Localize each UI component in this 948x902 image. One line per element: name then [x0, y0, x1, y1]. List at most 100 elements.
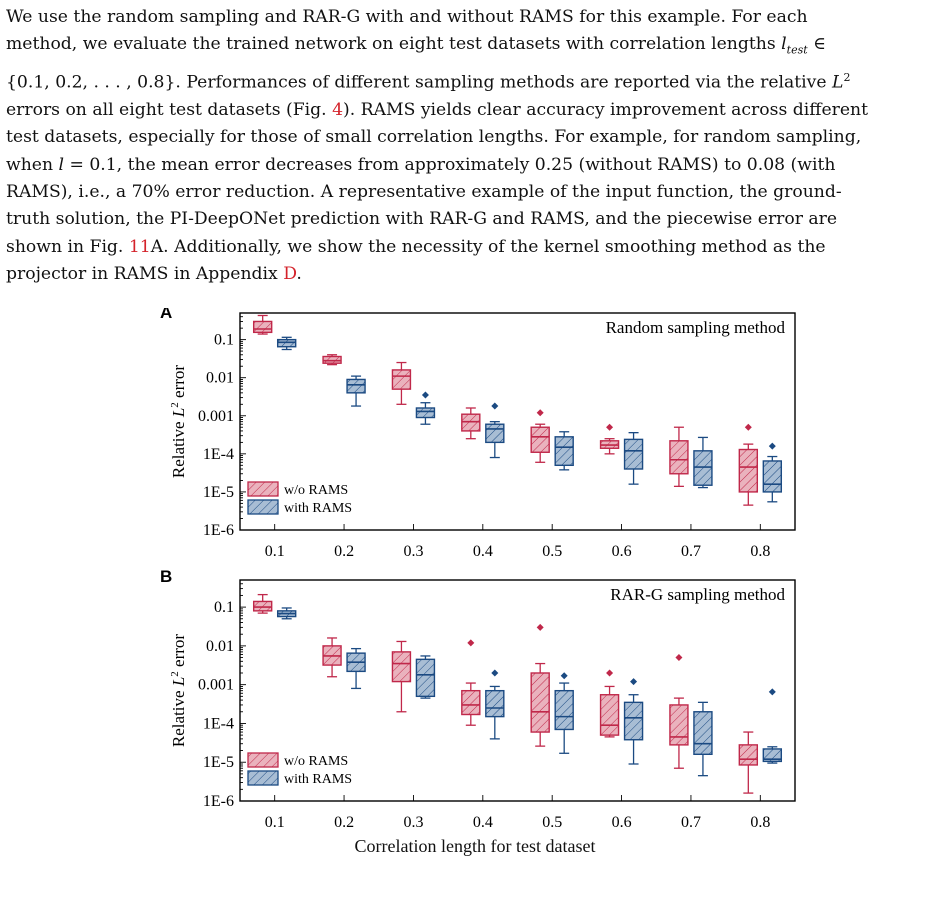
x-tick-label: 0.2	[334, 543, 354, 560]
box-wo-rams	[530, 623, 550, 747]
legend-label: w/o RAMS	[284, 483, 348, 498]
fig4-link[interactable]: 4	[332, 100, 343, 121]
y-axis-label-L: L	[169, 677, 188, 687]
appendix-d-link[interactable]: D	[283, 263, 297, 284]
box-wo-rams	[391, 361, 412, 405]
x-tick-label: 0.6	[612, 543, 632, 560]
box-iqr	[461, 413, 481, 432]
box-wo-rams	[461, 407, 481, 440]
outlier-marker	[606, 423, 614, 431]
y-axis-label-text: error	[169, 634, 188, 672]
box-iqr	[554, 436, 574, 467]
box-iqr	[762, 460, 783, 493]
box-with-rams	[276, 607, 297, 620]
box-with-rams	[762, 442, 783, 503]
fig11-link[interactable]: 11	[128, 236, 151, 257]
outlier-marker	[421, 391, 429, 399]
box-iqr	[485, 423, 505, 444]
box-iqr	[391, 369, 412, 390]
x-tick-label: 0.4	[473, 814, 493, 831]
chart-title: Random sampling method	[606, 318, 786, 337]
box-wo-rams	[599, 669, 620, 738]
legend-label: with RAMS	[284, 772, 352, 787]
y-axis-label-text: Relative	[169, 417, 188, 478]
y-tick-label: 1E-5	[203, 754, 234, 771]
box-wo-rams	[530, 409, 550, 463]
y-tick-label: 0.01	[206, 370, 234, 387]
box-with-rams	[693, 701, 713, 777]
plot-group: 0.1 0.01 0.001 1E-4 1E-5 1E-6 Relative L2 erro…	[169, 579, 796, 831]
y-axis-label: Relative L2 error	[169, 634, 188, 747]
box-iqr	[530, 672, 550, 733]
para-line: {0.1, 0.2, . . . , 0.8}. Performances of…	[6, 71, 851, 93]
outlier-marker	[768, 442, 776, 450]
para-line: RAMS), i.e., a 70% error reduction. A re…	[6, 181, 842, 202]
box-iqr	[599, 694, 620, 736]
x-axis-label: Correlation length for test dataset	[354, 836, 596, 856]
x-tick-label: 0.7	[681, 814, 701, 831]
box-iqr	[554, 689, 574, 731]
box-iqr	[669, 440, 689, 475]
y-axis-label-text: error	[169, 365, 188, 403]
outlier-marker	[560, 672, 568, 680]
plot-group: 0.1 0.01 0.001 1E-4 1E-5 1E-6 Relative L2 erro…	[169, 312, 796, 560]
x-tick-label: 0.3	[403, 814, 423, 831]
box-iqr	[415, 407, 436, 419]
legend-swatch-wo-rams	[247, 481, 279, 497]
outlier-marker	[536, 409, 544, 417]
box-iqr	[623, 438, 644, 470]
box-wo-rams	[738, 731, 759, 794]
x-tick-label: 0.8	[750, 543, 770, 560]
box-iqr	[252, 320, 273, 334]
box-with-rams	[485, 402, 505, 459]
box-iqr	[391, 651, 412, 683]
box-iqr	[623, 701, 644, 741]
math-l: l	[58, 154, 65, 175]
para-line: method, we evaluate the trained network …	[6, 34, 826, 57]
outlier-marker	[606, 669, 614, 677]
para-line: test datasets, especially for those of s…	[6, 127, 862, 148]
legend-swatch-with-rams	[247, 499, 279, 515]
y-axis-label-L: L	[169, 408, 188, 418]
box-iqr	[762, 748, 783, 763]
x-tick-label: 0.7	[681, 543, 701, 560]
y-tick-label: 0.001	[198, 408, 234, 425]
x-tick-label: 0.1	[265, 543, 285, 560]
outlier-marker	[675, 654, 683, 662]
box-with-rams	[415, 655, 436, 699]
outlier-marker	[467, 639, 475, 647]
box-iqr	[693, 711, 713, 756]
y-axis-label-text: Relative	[169, 686, 188, 747]
box-wo-rams	[391, 640, 412, 713]
box-iqr	[485, 689, 505, 718]
figure-panel-b: B 0.1 0.01 0.001 1E-4 1E-5 1E-6 Relative L2 er…	[160, 567, 796, 831]
box-with-rams	[693, 436, 713, 489]
outlier-marker	[491, 402, 499, 410]
box-iqr	[530, 426, 550, 453]
x-tick-label: 0.1	[265, 814, 285, 831]
outlier-marker	[536, 623, 544, 631]
outlier-marker	[768, 688, 776, 696]
math-L-sup: 2	[843, 71, 851, 85]
y-tick-label: 0.1	[214, 599, 234, 616]
box-with-rams	[762, 688, 783, 764]
outlier-marker	[491, 669, 499, 677]
box-wo-rams	[669, 654, 689, 769]
box-with-rams	[623, 678, 644, 765]
box-with-rams	[346, 375, 366, 407]
box-with-rams	[554, 672, 574, 754]
box-iqr	[461, 689, 481, 716]
y-tick-label: 1E-5	[203, 484, 234, 501]
y-tick-label: 1E-4	[203, 446, 234, 463]
para-line: projector in RAMS in Appendix D.	[6, 263, 302, 284]
math-L: L	[832, 72, 844, 93]
box-iqr	[738, 744, 759, 766]
x-tick-label: 0.6	[612, 814, 632, 831]
math-in: ∈	[813, 34, 826, 55]
box-wo-rams	[669, 426, 689, 488]
box-iqr	[415, 658, 436, 698]
para-line: errors on all eight test datasets (Fig. …	[6, 100, 868, 121]
box-wo-rams	[738, 423, 759, 506]
box-iqr	[346, 378, 366, 394]
x-tick-label: 0.4	[473, 543, 493, 560]
